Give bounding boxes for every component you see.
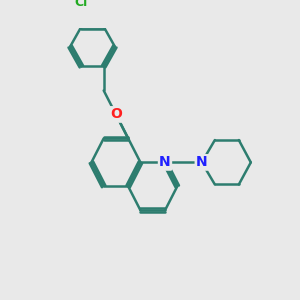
Text: N: N: [159, 155, 171, 170]
Text: O: O: [110, 107, 122, 122]
Text: Cl: Cl: [75, 0, 88, 9]
Text: N: N: [196, 155, 208, 170]
